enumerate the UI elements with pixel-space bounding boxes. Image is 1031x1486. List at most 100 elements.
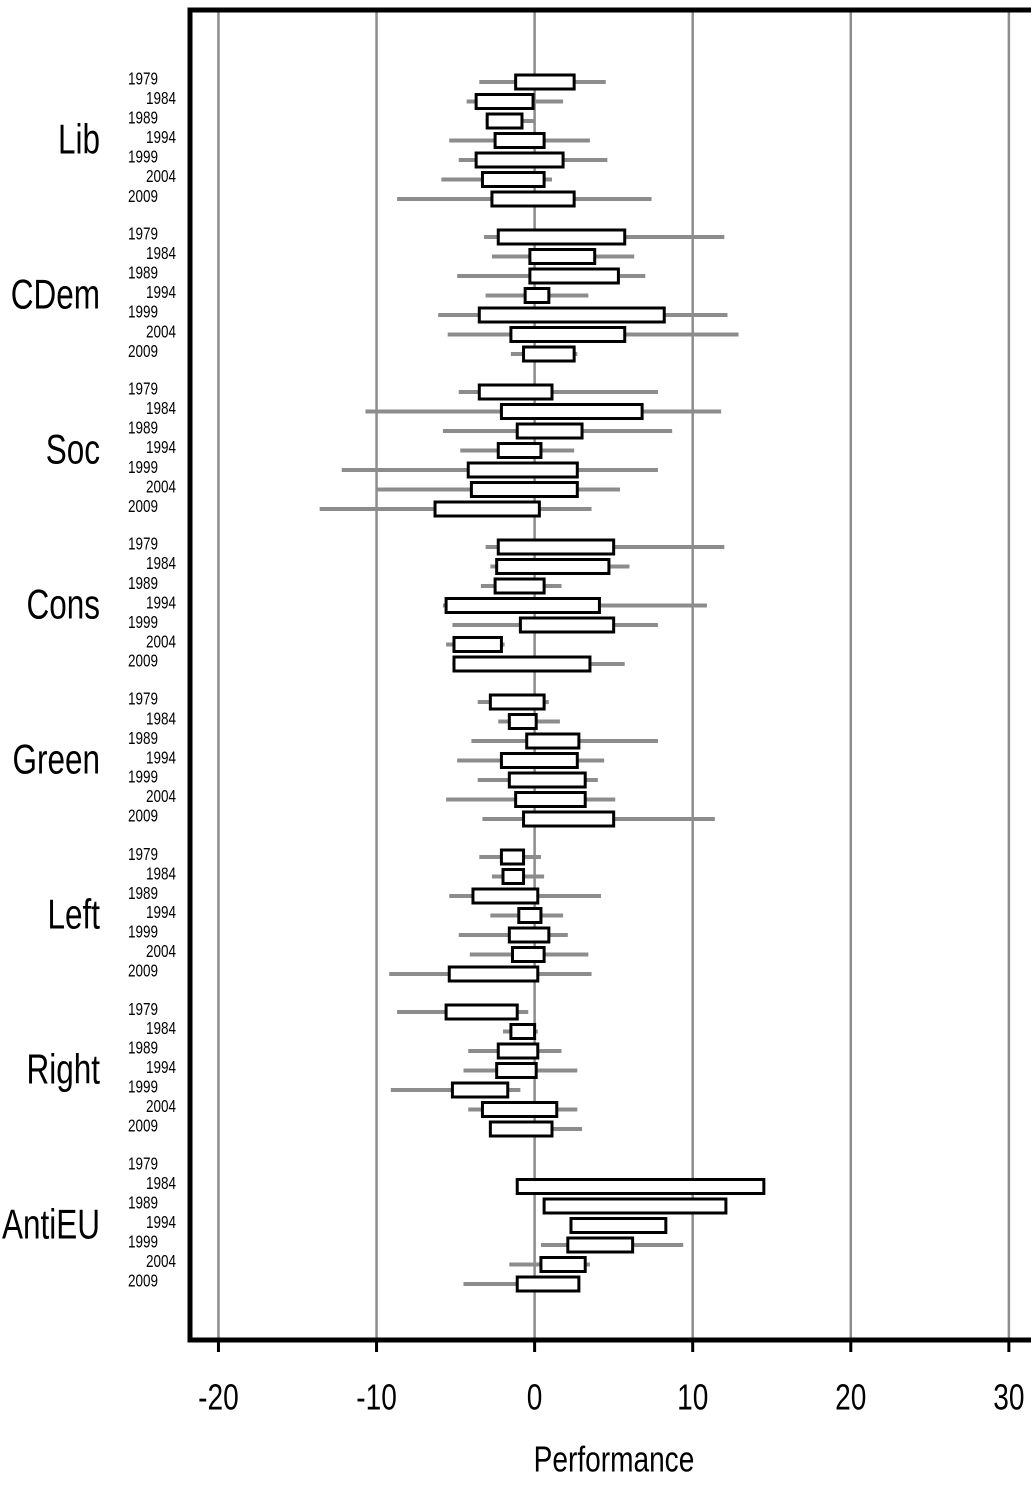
box xyxy=(539,1256,587,1273)
box xyxy=(469,481,579,498)
box xyxy=(490,190,576,208)
year-label: 1984 xyxy=(146,90,176,109)
box xyxy=(499,752,579,769)
box xyxy=(509,1023,537,1040)
box xyxy=(480,171,546,188)
box xyxy=(510,946,546,963)
year-label: 2004 xyxy=(146,788,176,807)
x-tick-label: 30 xyxy=(993,1377,1024,1417)
year-label: 2009 xyxy=(128,962,158,981)
year-label: 1989 xyxy=(128,884,158,903)
group-label: Lib xyxy=(58,115,100,163)
year-label: 1989 xyxy=(128,574,158,593)
year-label: 2004 xyxy=(146,1253,176,1272)
year-label: 1994 xyxy=(146,749,176,768)
box xyxy=(499,848,526,866)
year-label: 1999 xyxy=(128,768,158,787)
box xyxy=(495,558,611,575)
x-tick-label: 0 xyxy=(527,1377,543,1417)
box xyxy=(493,577,546,595)
box xyxy=(566,1236,635,1254)
box xyxy=(495,1062,538,1079)
x-tick-label: -20 xyxy=(198,1377,239,1417)
year-label: 2004 xyxy=(146,943,176,962)
box xyxy=(507,771,587,789)
x-axis-label: Performance xyxy=(534,1439,695,1479)
box xyxy=(466,461,579,479)
box xyxy=(447,965,540,983)
box xyxy=(507,926,551,944)
year-label: 1979 xyxy=(128,1000,158,1019)
box xyxy=(496,538,616,556)
year-label: 1994 xyxy=(146,439,176,458)
box xyxy=(485,112,524,130)
x-tick-label: 10 xyxy=(677,1377,708,1417)
year-label: 1999 xyxy=(128,1078,158,1097)
box xyxy=(444,1003,519,1021)
box xyxy=(499,403,644,420)
year-label: 1989 xyxy=(128,1039,158,1058)
box xyxy=(471,887,540,905)
box xyxy=(477,306,666,324)
group-label: Cons xyxy=(26,580,100,628)
box xyxy=(444,597,601,614)
box xyxy=(496,442,543,459)
box xyxy=(569,1217,668,1234)
group-label: AntiEU xyxy=(2,1200,100,1248)
plot-frame xyxy=(187,7,1031,1343)
box xyxy=(522,810,616,828)
year-label: 1989 xyxy=(128,729,158,748)
box xyxy=(480,1101,559,1118)
box xyxy=(507,713,538,730)
box xyxy=(474,151,565,169)
box xyxy=(523,287,551,304)
box xyxy=(433,500,541,518)
box xyxy=(515,422,584,440)
x-tick-label: 20 xyxy=(835,1377,866,1417)
box xyxy=(515,1275,581,1293)
year-label: 1984 xyxy=(146,865,176,884)
year-label: 1999 xyxy=(128,303,158,322)
box xyxy=(450,1081,510,1099)
group-label: Green xyxy=(12,735,100,783)
box xyxy=(514,73,576,91)
box xyxy=(488,1120,554,1138)
box xyxy=(518,616,616,634)
year-label: 1989 xyxy=(128,1194,158,1213)
group-label: CDem xyxy=(11,270,100,318)
box xyxy=(528,248,597,265)
year-label: 2009 xyxy=(128,187,158,206)
year-label: 2004 xyxy=(146,168,176,187)
year-label: 1994 xyxy=(146,1059,176,1078)
year-label: 2009 xyxy=(128,1117,158,1136)
box xyxy=(452,636,503,653)
year-label: 1984 xyxy=(146,555,176,574)
year-label: 1984 xyxy=(146,245,176,264)
year-label: 1989 xyxy=(128,419,158,438)
year-label: 1979 xyxy=(128,70,158,89)
box xyxy=(501,868,526,885)
year-label: 1989 xyxy=(128,109,158,128)
year-label: 1994 xyxy=(146,1214,176,1233)
box xyxy=(528,267,620,285)
year-label: 2004 xyxy=(146,323,176,342)
x-tick-label: -10 xyxy=(356,1377,397,1417)
box xyxy=(474,93,535,110)
box xyxy=(509,326,627,343)
box xyxy=(542,1197,728,1215)
box xyxy=(514,791,587,808)
year-label: 1994 xyxy=(146,904,176,923)
box xyxy=(477,383,554,401)
year-label: 1979 xyxy=(128,690,158,709)
year-label: 2004 xyxy=(146,1098,176,1117)
year-label: 1994 xyxy=(146,284,176,303)
year-label: 1984 xyxy=(146,400,176,419)
box xyxy=(488,693,546,711)
year-label: 1994 xyxy=(146,594,176,613)
year-label: 2009 xyxy=(128,1272,158,1291)
year-label: 1979 xyxy=(128,1155,158,1174)
year-label: 1984 xyxy=(146,1020,176,1039)
year-label: 1999 xyxy=(128,458,158,477)
year-label: 1989 xyxy=(128,264,158,283)
